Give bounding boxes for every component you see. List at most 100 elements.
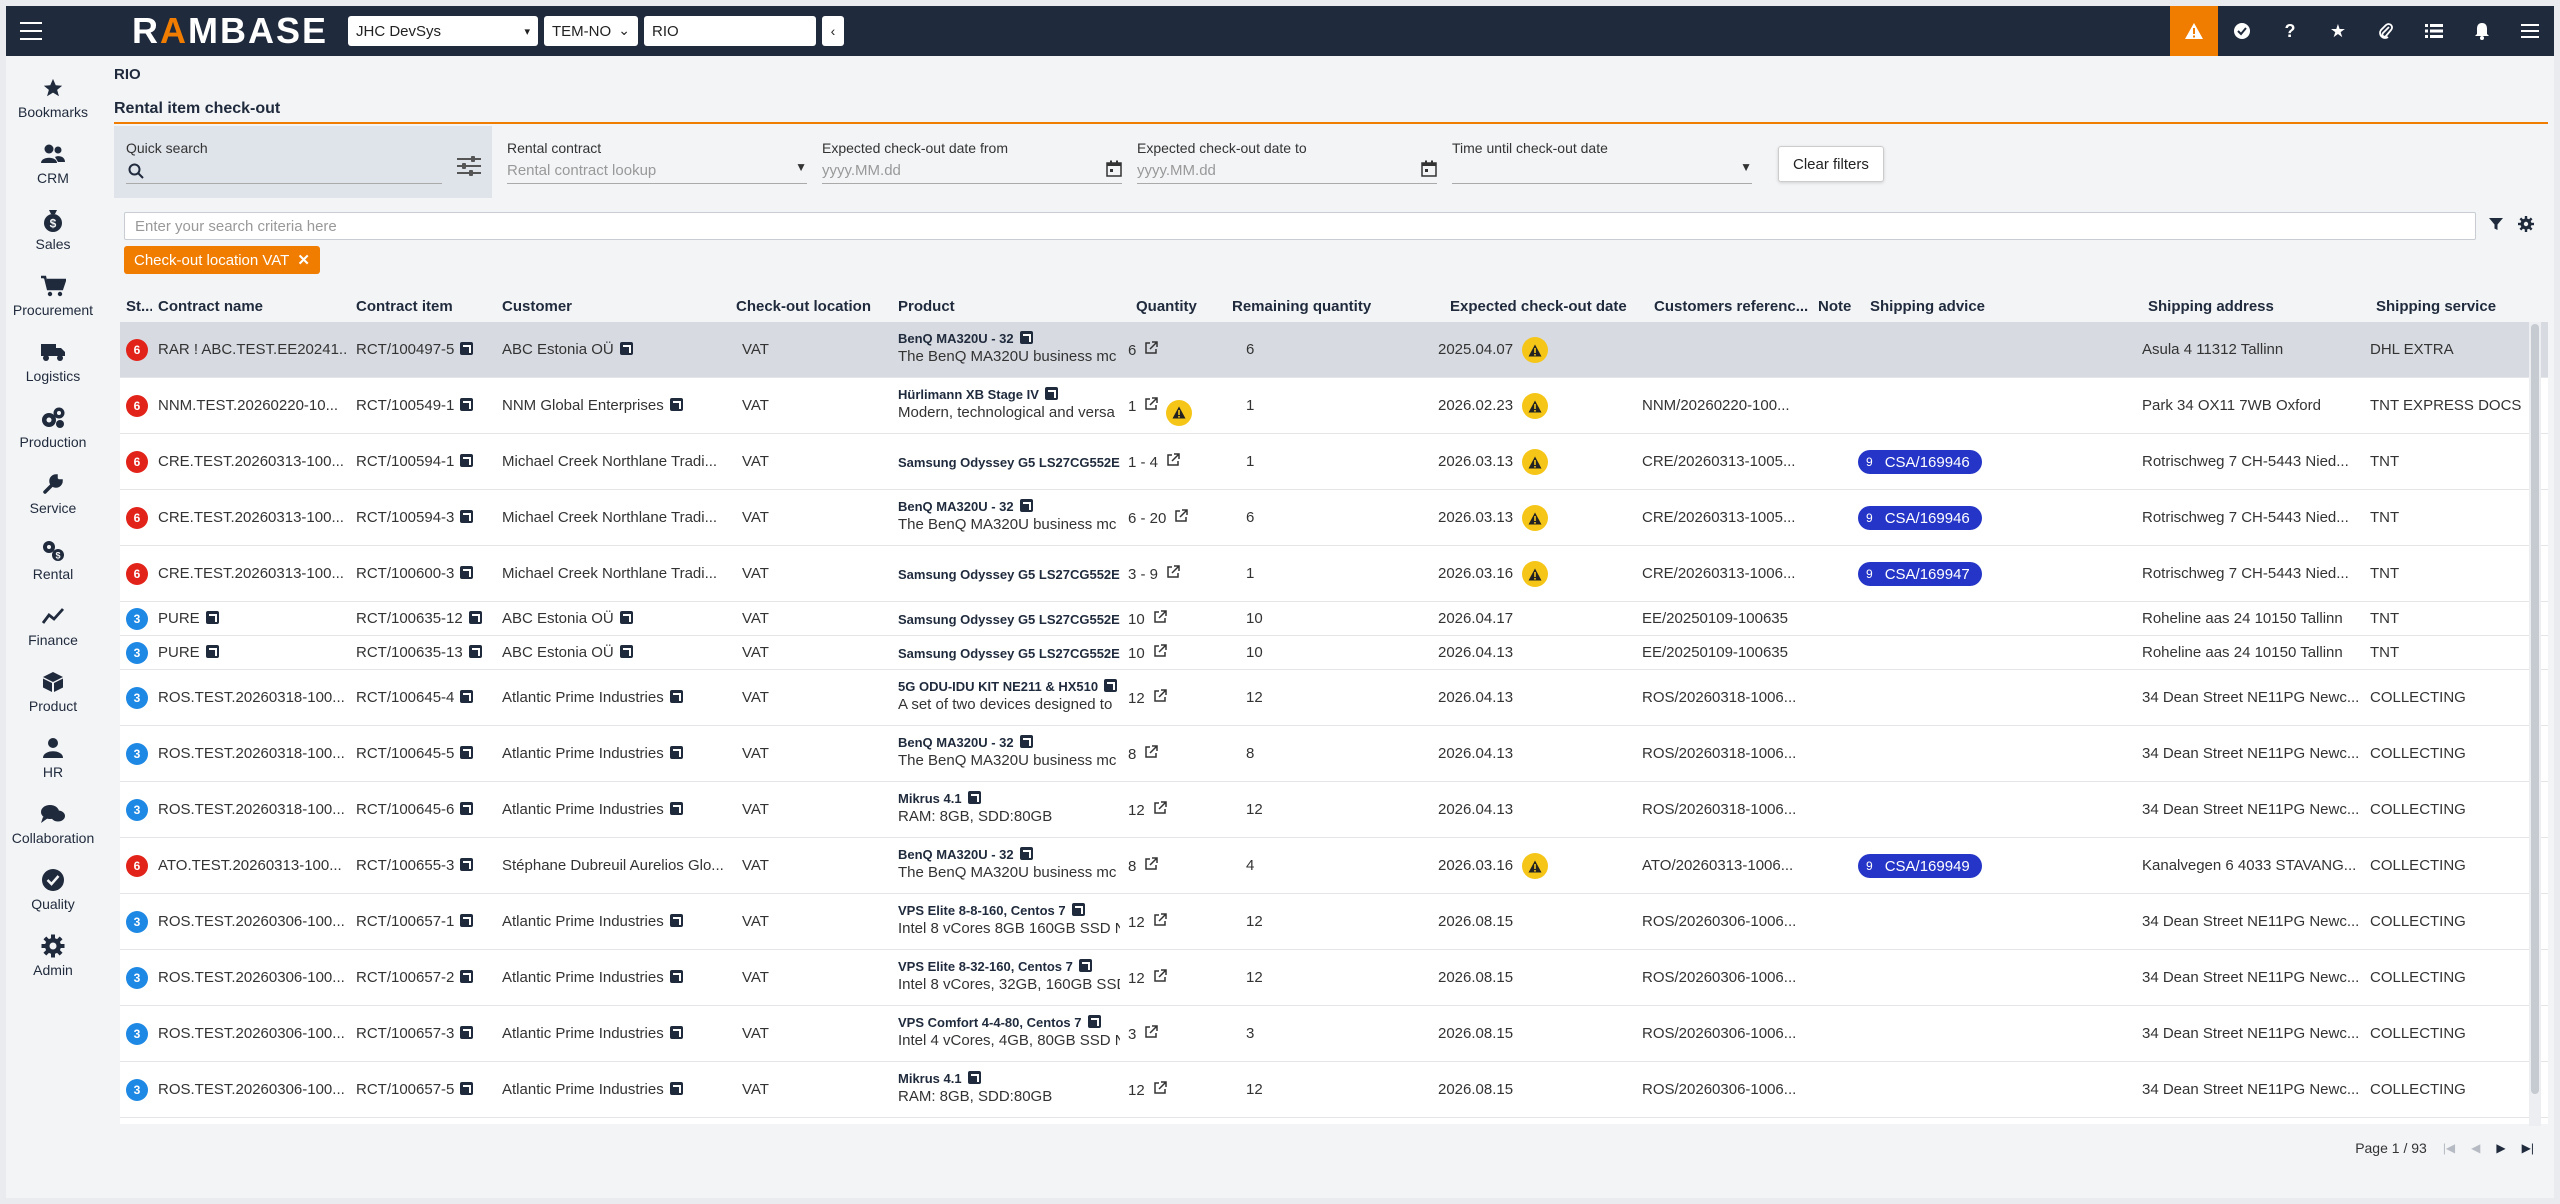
- notifications-button[interactable]: [2458, 6, 2506, 56]
- open-link-icon[interactable]: [1044, 387, 1058, 400]
- table-row[interactable]: 3 ROS.TEST.20260318-100... RCT/100645-6 Atl…: [120, 782, 2548, 838]
- contract-name-cell[interactable]: ROS.TEST.20260306-100...: [158, 1081, 348, 1098]
- shipping-advice-badge[interactable]: 9 CSA/169949: [1858, 854, 1982, 878]
- open-link-icon[interactable]: [1153, 913, 1167, 931]
- filter-icon[interactable]: [2488, 216, 2504, 232]
- product-cell[interactable]: VPS Comfort 4-4-80, Centos 7 Intel 4 vCor…: [898, 1014, 1120, 1050]
- calendar-icon[interactable]: [1421, 160, 1437, 177]
- date-from-input[interactable]: yyyy.MM.dd: [822, 162, 901, 179]
- table-row[interactable]: 3 ROS.TEST.20260306-100... RCT/100657-1 Atl…: [120, 894, 2548, 950]
- sidebar-item-admin[interactable]: Admin: [6, 922, 100, 988]
- contract-name-cell[interactable]: CRE.TEST.20260313-100...: [158, 565, 348, 582]
- attachments-button[interactable]: [2362, 6, 2410, 56]
- open-link-icon[interactable]: [669, 690, 683, 703]
- contract-name-cell[interactable]: ATO.TEST.20260313-100...: [158, 857, 348, 874]
- shipping-advice-badge[interactable]: 9 CSA/169947: [1858, 562, 1982, 586]
- quantity-cell[interactable]: 6: [1128, 341, 1228, 359]
- open-link-icon[interactable]: [1153, 610, 1167, 628]
- gear-icon[interactable]: [2518, 216, 2534, 232]
- collapse-button[interactable]: ‹: [822, 16, 845, 46]
- open-link-icon[interactable]: [1144, 341, 1159, 359]
- sidebar-item-collaboration[interactable]: Collaboration: [6, 790, 100, 856]
- open-link-icon[interactable]: [669, 398, 683, 411]
- open-link-icon[interactable]: [1087, 1015, 1101, 1028]
- open-link-icon[interactable]: [1019, 331, 1033, 344]
- open-link-icon[interactable]: [1153, 644, 1167, 662]
- product-cell[interactable]: Mikrus 4.1 RAM: 8GB, SDD:80GB: [898, 1070, 1120, 1106]
- contract-name-cell[interactable]: ROS.TEST.20260318-100...: [158, 689, 348, 706]
- table-row[interactable]: 6 CRE.TEST.20260313-100... RCT/100600-3 Mic…: [120, 546, 2548, 602]
- table-row[interactable]: 3 ROS.TEST.20260306-100... RCT/100657-5 Atl…: [120, 1062, 2548, 1118]
- contract-name-cell[interactable]: PURE: [158, 644, 348, 661]
- contract-item-cell[interactable]: RCT/100635-12: [356, 610, 496, 627]
- table-row[interactable]: 3ROS.TEST.20260306-100...RCT/100657-6Atl…: [120, 1118, 2548, 1124]
- product-cell[interactable]: BenQ MA320U - 32 The BenQ MA320U business…: [898, 846, 1120, 882]
- product-cell[interactable]: Hürlimann XB Stage IV Modern, technologic…: [898, 386, 1120, 422]
- open-link-icon[interactable]: [460, 690, 474, 703]
- contract-item-cell[interactable]: RCT/100657-1: [356, 913, 496, 930]
- open-link-icon[interactable]: [460, 802, 474, 815]
- customer-cell[interactable]: Atlantic Prime Industries: [502, 913, 728, 930]
- col-contract-name[interactable]: Contract name: [158, 298, 264, 315]
- open-link-icon[interactable]: [669, 1082, 683, 1095]
- table-row[interactable]: 6 NNM.TEST.20260220-10... RCT/100549-1 NNM …: [120, 378, 2548, 434]
- open-link-icon[interactable]: [460, 398, 474, 411]
- quantity-cell[interactable]: 10: [1128, 610, 1228, 628]
- quantity-cell[interactable]: 12: [1128, 969, 1228, 987]
- col-customers-reference[interactable]: Customers referenc...: [1654, 298, 1808, 315]
- col-expected-date[interactable]: Expected check-out date: [1450, 298, 1627, 315]
- chevron-down-icon[interactable]: ▼: [1740, 160, 1752, 174]
- quantity-cell[interactable]: 12: [1128, 801, 1228, 819]
- col-remaining-quantity[interactable]: Remaining quantity: [1232, 298, 1372, 315]
- open-link-icon[interactable]: [460, 858, 474, 871]
- col-quantity[interactable]: Quantity: [1136, 298, 1197, 315]
- open-link-icon[interactable]: [619, 342, 633, 355]
- contract-name-cell[interactable]: ROS.TEST.20260306-100...: [158, 969, 348, 986]
- open-link-icon[interactable]: [460, 454, 474, 467]
- quantity-cell[interactable]: 10: [1128, 644, 1228, 662]
- quantity-cell[interactable]: 12: [1128, 689, 1228, 707]
- contract-item-cell[interactable]: RCT/100594-1: [356, 453, 496, 470]
- table-row[interactable]: 3 ROS.TEST.20260318-100... RCT/100645-4 Atl…: [120, 670, 2548, 726]
- quantity-cell[interactable]: 3 - 9: [1128, 565, 1228, 583]
- shipping-advice-badge[interactable]: 9 CSA/169946: [1858, 450, 1982, 474]
- sidebar-item-procurement[interactable]: Procurement: [6, 262, 100, 328]
- product-cell[interactable]: VPS Elite 8-8-160, Centos 7 Intel 8 vCore…: [898, 902, 1120, 938]
- open-link-icon[interactable]: [1153, 689, 1167, 707]
- open-link-icon[interactable]: [1153, 801, 1167, 819]
- open-link-icon[interactable]: [669, 970, 683, 983]
- contract-name-cell[interactable]: ROS.TEST.20260318-100...: [158, 745, 348, 762]
- prev-page-icon[interactable]: ◀: [2471, 1141, 2481, 1155]
- search-criteria-input[interactable]: Enter your search criteria here: [124, 212, 2476, 240]
- table-row[interactable]: 3 PURE RCT/100635-13 ABC Estonia OÜ VAT Samsu…: [120, 636, 2548, 670]
- table-row[interactable]: 3 ROS.TEST.20260306-100... RCT/100657-3 Atl…: [120, 1006, 2548, 1062]
- quantity-cell[interactable]: 1 - 4: [1128, 453, 1228, 471]
- sidebar-item-hr[interactable]: HR: [6, 724, 100, 790]
- open-link-icon[interactable]: [967, 791, 981, 804]
- customer-cell[interactable]: ABC Estonia OÜ: [502, 644, 728, 661]
- contract-item-cell[interactable]: RCT/100645-4: [356, 689, 496, 706]
- open-link-icon[interactable]: [1104, 679, 1118, 692]
- sidebar-item-bookmarks[interactable]: Bookmarks: [6, 64, 100, 130]
- filter-settings-icon[interactable]: [457, 156, 481, 176]
- open-link-icon[interactable]: [669, 914, 683, 927]
- quantity-cell[interactable]: 8: [1128, 745, 1228, 763]
- customer-cell[interactable]: Atlantic Prime Industries: [502, 801, 728, 818]
- col-customer[interactable]: Customer: [502, 298, 573, 315]
- contract-item-cell[interactable]: RCT/100655-3: [356, 857, 496, 874]
- col-shipping-advice[interactable]: Shipping advice: [1870, 298, 1986, 315]
- open-link-icon[interactable]: [460, 914, 474, 927]
- col-contract-item[interactable]: Contract item: [356, 298, 453, 315]
- date-to-input[interactable]: yyyy.MM.dd: [1137, 162, 1216, 179]
- customer-cell[interactable]: Michael Creek Northlane Tradi...: [502, 565, 728, 582]
- customer-cell[interactable]: ABC Estonia OÜ: [502, 610, 728, 627]
- contract-item-cell[interactable]: RCT/100497-5: [356, 341, 496, 358]
- open-link-icon[interactable]: [967, 1071, 981, 1084]
- open-link-icon[interactable]: [1019, 735, 1033, 748]
- customer-cell[interactable]: Atlantic Prime Industries: [502, 969, 728, 986]
- open-link-icon[interactable]: [619, 611, 633, 624]
- open-link-icon[interactable]: [1019, 499, 1033, 512]
- contract-name-cell[interactable]: ROS.TEST.20260306-100...: [158, 1025, 348, 1042]
- sidebar-item-logistics[interactable]: Logistics: [6, 328, 100, 394]
- open-link-icon[interactable]: [460, 1026, 474, 1039]
